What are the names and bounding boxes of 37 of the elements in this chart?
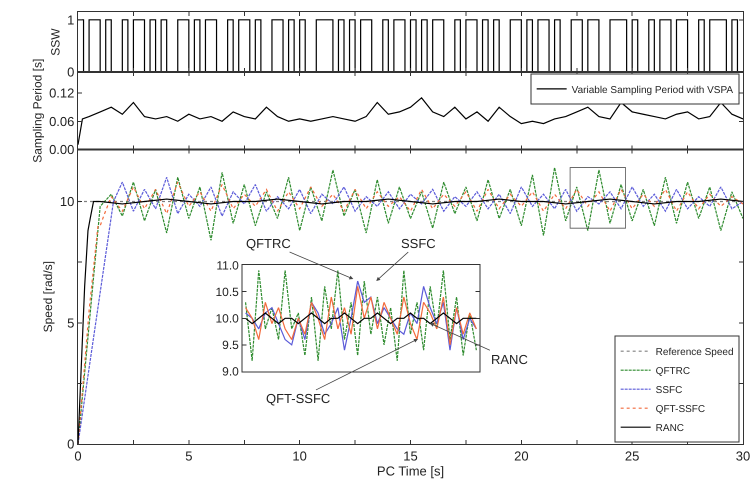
legend-label: Variable Sampling Period with VSPA	[572, 84, 734, 96]
y-axis-title: Sampling Period [s]	[30, 58, 44, 163]
x-tick-label: 10	[292, 448, 307, 464]
line-series	[244, 270, 477, 362]
line-series	[244, 280, 477, 351]
x-tick-label: 20	[514, 448, 529, 464]
x-tick-label: 5	[185, 448, 192, 464]
y-tick-label: 10.0	[215, 311, 240, 326]
annotation: QFTRC	[246, 236, 291, 251]
annotation: QFT-SSFC	[266, 391, 330, 406]
legend-label: Reference Speed	[656, 347, 734, 358]
legend-label: SSFC	[656, 385, 682, 396]
y-tick-label: 0.00	[49, 142, 74, 157]
annotation: RANC	[491, 352, 528, 367]
line-series	[244, 286, 477, 346]
legend-label: QFT-SSFC	[656, 404, 706, 416]
legend-label: RANC	[656, 423, 684, 434]
y-tick-label: 5	[67, 315, 74, 330]
x-tick-label: 25	[624, 448, 640, 464]
y-tick-label: 9.5	[222, 338, 240, 352]
legend-label: QFTRC	[656, 366, 690, 378]
y-tick-label: 10.5	[215, 284, 240, 299]
x-axis-title: PC Time [s]	[376, 464, 444, 479]
y-tick-label: 10	[60, 194, 74, 210]
y-axis-title: Speed [rad/s]	[41, 260, 56, 332]
x-tick-label: 30	[736, 448, 750, 464]
annotation: SSFC	[401, 236, 436, 251]
line-series	[78, 97, 743, 146]
y-tick-label: 11.0	[216, 258, 240, 272]
y-tick-label: 0	[67, 64, 74, 80]
y-tick-label: 0.06	[49, 114, 74, 129]
y-tick-label: 0.12	[49, 86, 74, 101]
y-tick-label: 1	[67, 12, 74, 28]
y-tick-label: 0	[67, 436, 74, 452]
x-tick-label: 15	[403, 448, 418, 464]
y-tick-label: 9.0	[222, 364, 240, 379]
y-axis-title: SSW	[48, 28, 62, 56]
